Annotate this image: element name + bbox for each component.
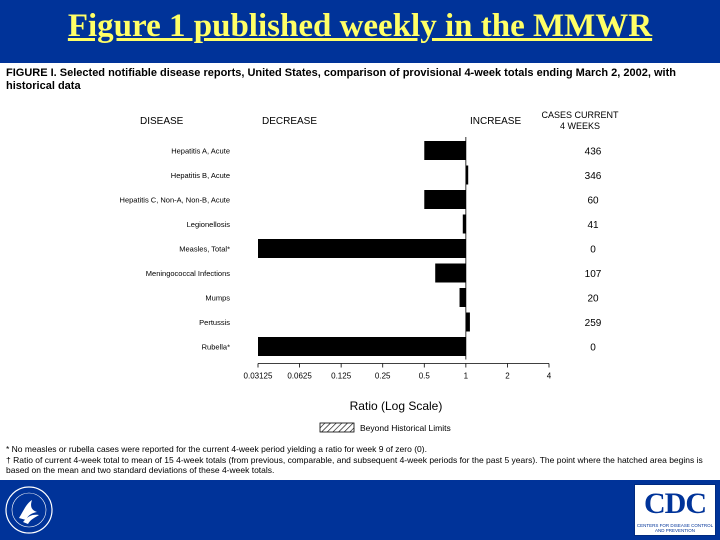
header-cases-current: CASES CURRENT 4 WEEKS <box>541 110 619 131</box>
header-disease: DISEASE <box>140 116 184 127</box>
x-tick-label: 0.03125 <box>244 372 273 381</box>
x-tick-label: 4 <box>547 372 552 381</box>
x-tick-label: 0.25 <box>375 372 391 381</box>
case-count-label: 41 <box>587 220 599 231</box>
cdc-logo: CDC CENTERS FOR DISEASE CONTROL AND PREV… <box>634 484 716 536</box>
hhs-eagle-icon <box>5 486 53 534</box>
category-label: Measles, Total* <box>179 245 230 254</box>
category-label: Legionellosis <box>187 220 231 229</box>
category-label: Rubella* <box>202 343 230 352</box>
header-decrease: DECREASE <box>262 116 318 127</box>
bar <box>258 337 466 356</box>
case-count-labels: 436 346 60 41 0 107 20 259 0 <box>585 147 602 354</box>
bar <box>435 263 466 283</box>
legend-label: Beyond Historical Limits <box>360 423 451 433</box>
header-increase: INCREASE <box>470 116 522 127</box>
legend-swatch <box>319 422 355 433</box>
footnote-2: † Ratio of current 4-week total to mean … <box>6 455 703 475</box>
case-count-label: 0 <box>590 343 596 354</box>
chart-svg: Hepatitis A, Acute Hepatitis B, Acute Hepa… <box>120 137 602 433</box>
bar <box>424 141 466 160</box>
bars-layer <box>258 141 470 356</box>
figure-panel: FIGURE I. Selected notifiable disease re… <box>0 63 720 480</box>
case-count-label: 346 <box>585 171 602 182</box>
bar <box>462 214 466 234</box>
x-tick-label: 1 <box>464 372 469 381</box>
bar <box>424 190 466 209</box>
case-count-label: 107 <box>585 269 602 280</box>
case-count-label: 60 <box>587 196 599 207</box>
case-count-label: 0 <box>590 245 596 256</box>
x-tick-label: 2 <box>505 372 510 381</box>
case-count-label: 436 <box>585 147 602 158</box>
bar <box>258 239 466 258</box>
figure-caption: FIGURE I. Selected notifiable disease re… <box>6 67 676 92</box>
x-axis: 0.03125 0.0625 0.125 0.25 0.5 1 2 4 <box>244 363 552 381</box>
x-tick-label: 0.125 <box>331 372 352 381</box>
x-tick-label: 0.0625 <box>287 372 312 381</box>
category-label: Hepatitis B, Acute <box>171 171 230 180</box>
case-count-label: 20 <box>587 294 599 305</box>
category-label: Hepatitis A, Acute <box>171 147 230 156</box>
bar <box>465 165 469 185</box>
slide-title: Figure 1 published weekly in the MMWR <box>67 8 653 44</box>
category-label: Mumps <box>205 294 230 303</box>
case-count-label: 259 <box>585 318 602 329</box>
footnote-1: * No measles or rubella cases were repor… <box>6 444 427 454</box>
x-axis-label: Ratio (Log Scale) <box>350 399 443 413</box>
category-label: Pertussis <box>199 318 230 327</box>
bar <box>465 312 470 332</box>
x-tick-label: 0.5 <box>419 372 431 381</box>
category-label: Hepatitis C, Non-A, Non-B, Acute <box>120 196 230 205</box>
category-labels: Hepatitis A, Acute Hepatitis B, Acute Hepa… <box>120 147 231 352</box>
category-label: Meningococcal Infections <box>146 269 230 278</box>
bar <box>459 288 466 307</box>
